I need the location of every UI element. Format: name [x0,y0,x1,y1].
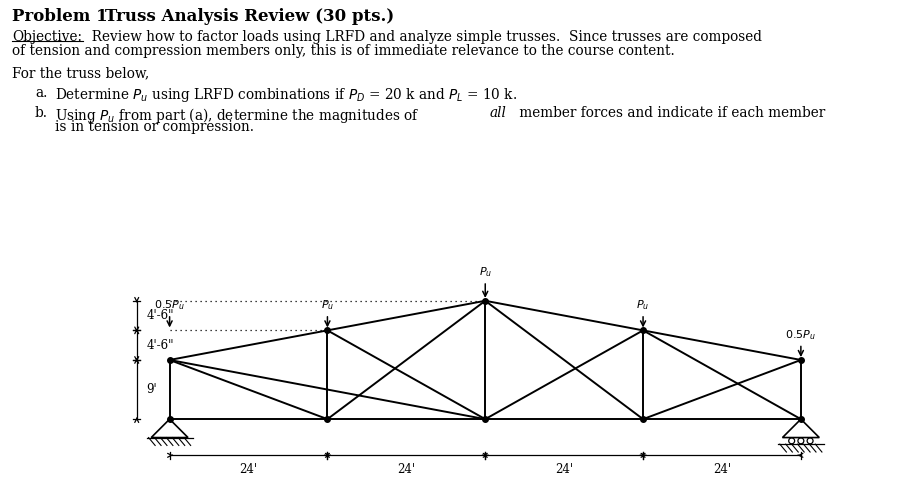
Text: 24': 24' [713,462,731,476]
Text: b.: b. [35,106,48,120]
Text: Using $P_u$ from part (a), determine the magnitudes of: Using $P_u$ from part (a), determine the… [55,106,419,125]
Text: of tension and compression members only, this is of immediate relevance to the c: of tension and compression members only,… [12,44,675,58]
Text: $P_u$: $P_u$ [479,265,492,279]
Text: 24': 24' [397,462,415,476]
Text: is in tension or compression.: is in tension or compression. [55,120,254,134]
Text: 4'-6": 4'-6" [147,338,174,352]
Text: $0.5P_u$: $0.5P_u$ [785,328,816,341]
Text: 24': 24' [555,462,573,476]
Text: $P_u$: $P_u$ [321,298,334,312]
Text: Truss Analysis Review (30 pts.): Truss Analysis Review (30 pts.) [105,8,395,25]
Text: 4'-6": 4'-6" [147,309,174,322]
Text: Objective:: Objective: [12,30,82,44]
Text: $0.5P_u$: $0.5P_u$ [154,298,185,312]
Text: member forces and indicate if each member: member forces and indicate if each membe… [515,106,825,120]
Text: Review how to factor loads using LRFD and analyze simple trusses.  Since trusses: Review how to factor loads using LRFD an… [83,30,762,44]
Text: Problem 1: Problem 1 [12,8,108,25]
Text: 24': 24' [239,462,258,476]
Text: Determine $P_u$ using LRFD combinations if $P_D$ = 20 k and $P_L$ = 10 k.: Determine $P_u$ using LRFD combinations … [55,86,517,104]
Text: For the truss below,: For the truss below, [12,66,150,80]
Text: 9': 9' [147,383,157,396]
Text: a.: a. [35,86,47,100]
Text: $P_u$: $P_u$ [637,298,649,312]
Text: all: all [490,106,507,120]
